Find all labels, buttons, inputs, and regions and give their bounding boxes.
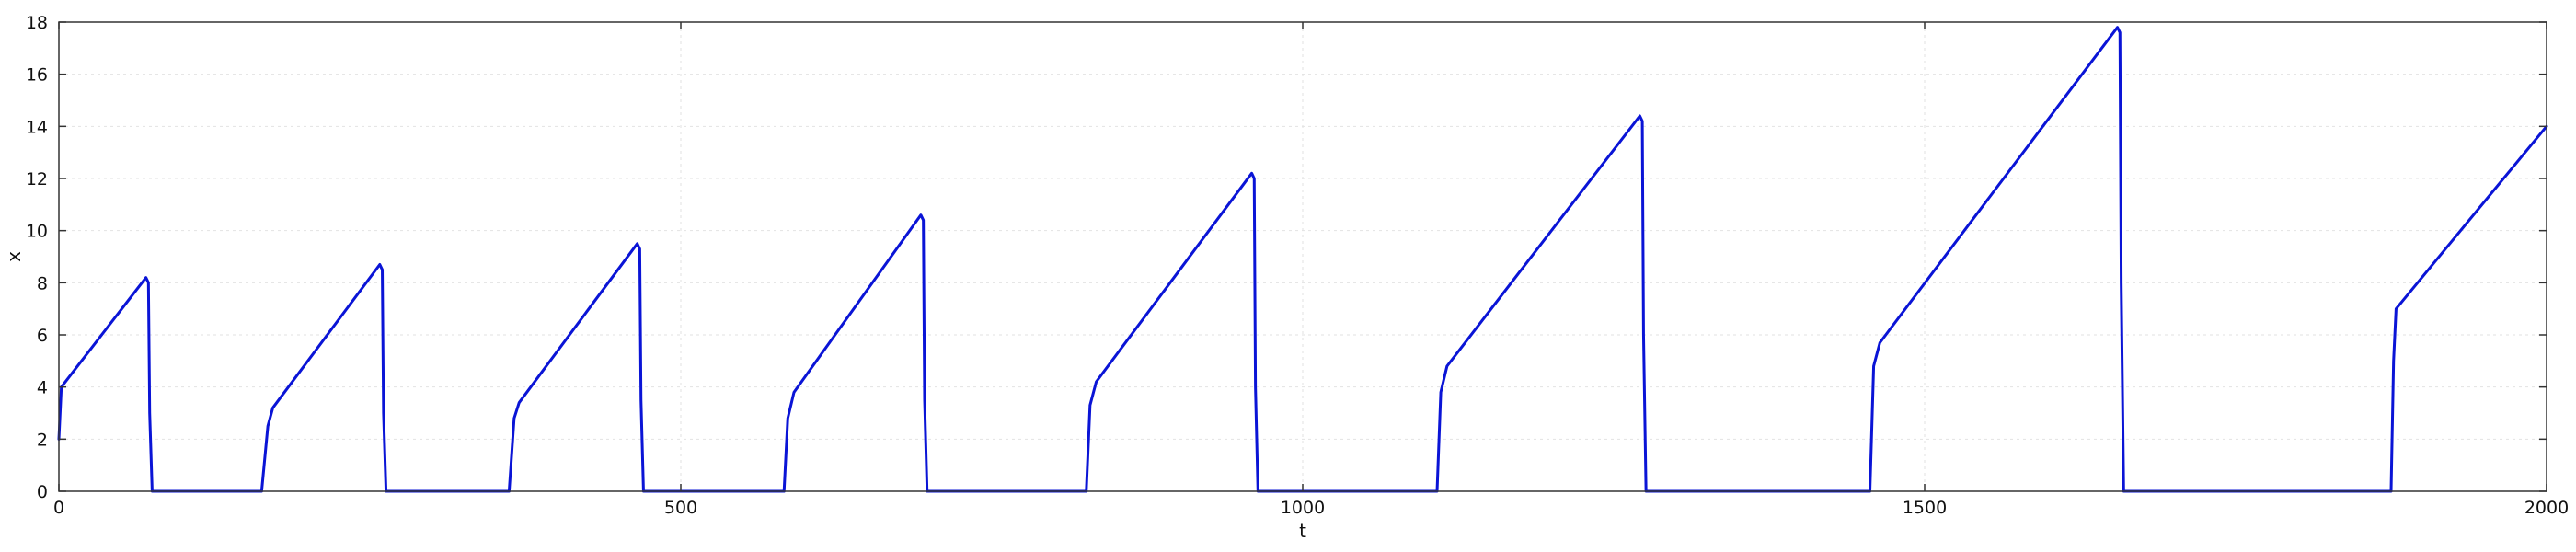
ticks: 0 500 1000 1500 2000 0 2 4 6 8 10 12 14 16 18 [26,13,2569,518]
y-tick-label: 12 [26,169,48,190]
y-axis-label: x [3,251,25,262]
x-tick-label: 1000 [1281,498,1325,518]
x-tick-label: 500 [664,498,697,518]
y-tick-label: 16 [26,65,48,86]
x-tick-label: 2000 [2524,498,2569,518]
series-line-0 [57,26,2548,493]
series-layer [57,26,2548,493]
y-tick-label: 6 [37,326,48,346]
x-tick-label: 1500 [1903,498,1947,518]
y-tick-label: 0 [37,482,48,502]
y-tick-label: 4 [37,378,48,398]
grid [59,22,2547,491]
y-tick-label: 14 [26,117,48,137]
x-tick-label: 0 [53,498,64,518]
y-tick-label: 18 [26,13,48,33]
x-axis-label: t [1299,520,1306,542]
y-tick-label: 8 [37,273,48,293]
y-tick-label: 10 [26,222,48,242]
y-tick-label: 2 [37,430,48,450]
